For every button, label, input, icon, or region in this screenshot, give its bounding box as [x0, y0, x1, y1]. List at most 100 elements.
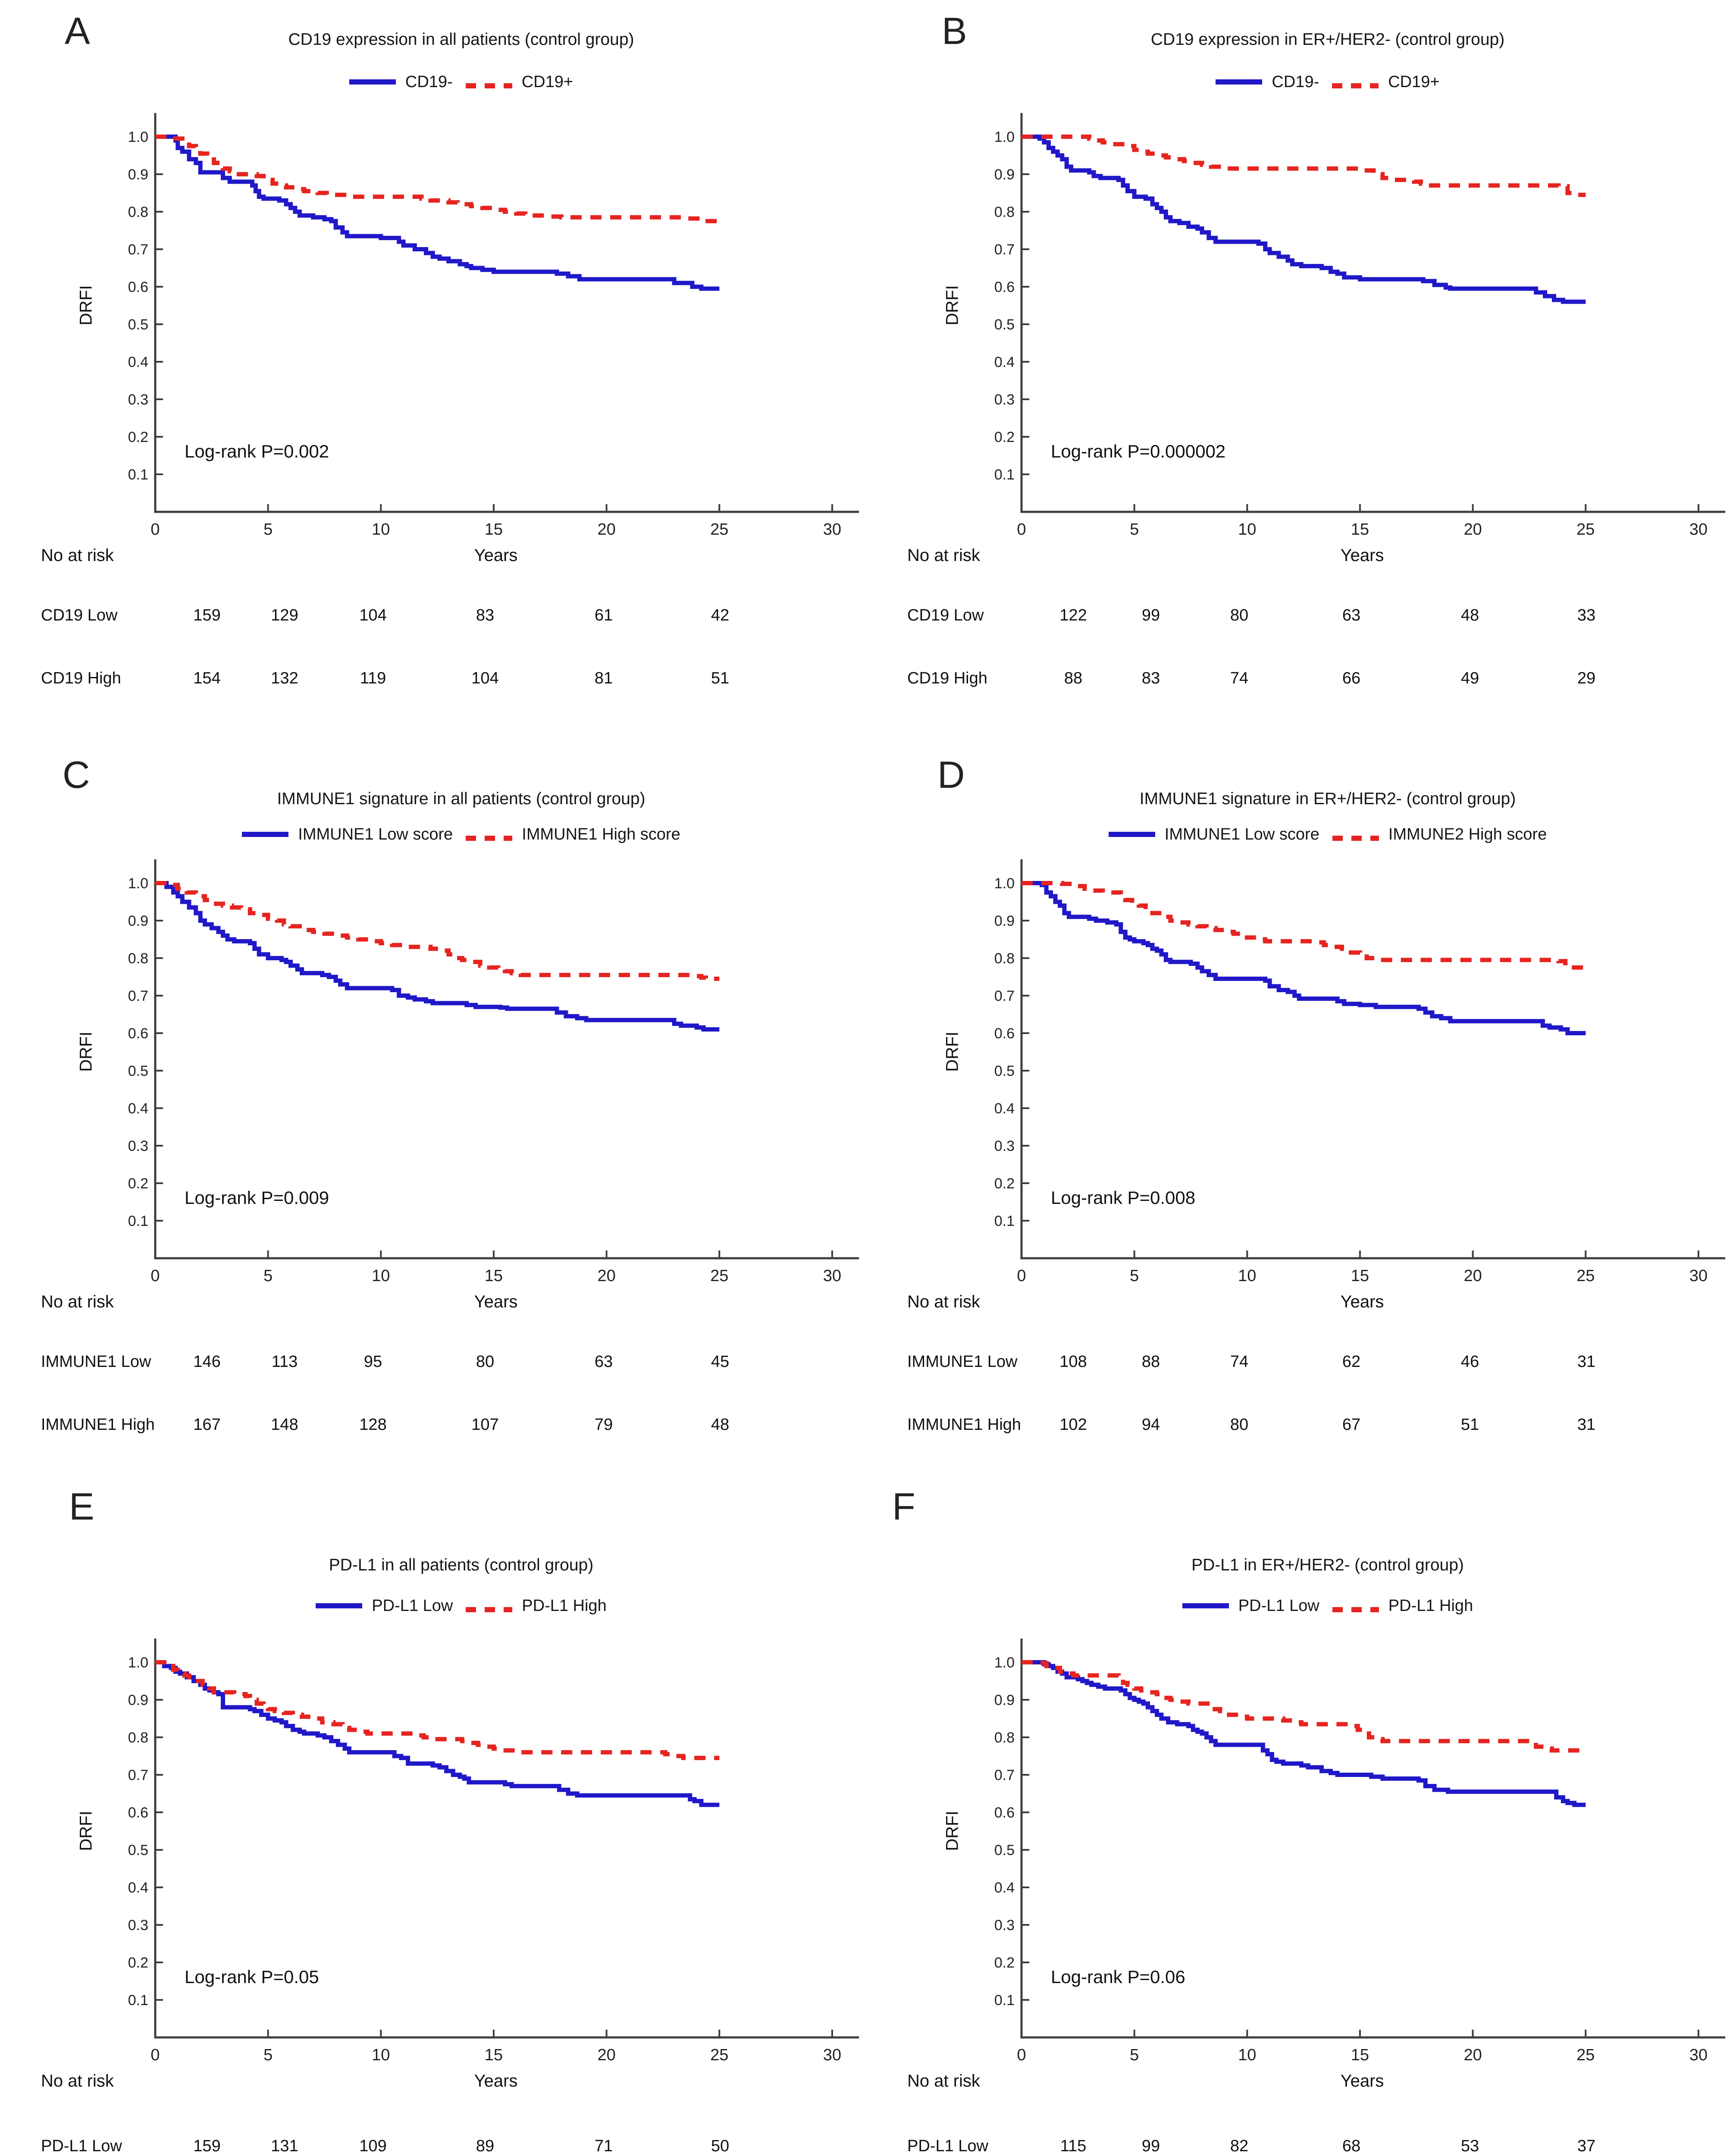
x-tick-label: 30	[1689, 520, 1708, 539]
risk-count: 113	[271, 1353, 298, 1371]
risk-count: 104	[471, 669, 499, 687]
x-tick-label: 25	[710, 520, 728, 539]
risk-count: 63	[1342, 606, 1361, 624]
y-tick-label: 0.1	[128, 1213, 148, 1229]
x-tick-label: 15	[485, 520, 503, 539]
legend-item: CD19+	[1332, 73, 1440, 91]
legend-item: CD19+	[465, 72, 573, 91]
risk-table-head: No at risk Years	[0, 546, 866, 568]
y-tick-label: 0.3	[128, 1138, 148, 1154]
y-tick-label: 0.1	[994, 467, 1015, 483]
risk-count: 159	[193, 606, 221, 624]
y-tick-label: 0.5	[128, 1842, 148, 1858]
y-tick-label: 0.8	[128, 204, 148, 220]
y-tick-label: 0.9	[994, 913, 1015, 929]
y-tick-label: 0.2	[994, 1175, 1015, 1192]
y-tick-label: 0.1	[994, 1992, 1015, 2009]
legend-item: PD-L1 Low	[1182, 1597, 1319, 1615]
risk-count: 29	[1577, 669, 1596, 687]
risk-count: 71	[594, 2137, 613, 2155]
risk-table: IMMUNE1 Low 108 88 74 62 46 31 IMMUNE1 High 102 9…	[866, 1353, 1733, 1436]
y-tick-label: 0.9	[994, 166, 1015, 183]
x-tick-label: 15	[1351, 520, 1369, 539]
x-tick-label: 15	[485, 2046, 503, 2064]
risk-count: 81	[594, 669, 613, 687]
x-tick-label: 5	[1130, 1267, 1139, 1285]
x-tick-label: 20	[597, 2046, 615, 2064]
y-tick-label: 0.9	[128, 1692, 148, 1708]
panel-letter: D	[937, 756, 965, 796]
panel-title: CD19 expression in ER+/HER2- (control gr…	[1150, 30, 1505, 49]
risk-count: 95	[364, 1353, 382, 1371]
risk-table-row: CD19 High 154 132 119 104 81 51	[0, 669, 866, 690]
logrank-annotation: Log-rank P=0.05	[185, 1967, 319, 1987]
y-tick-label: 0.6	[128, 279, 148, 295]
y-tick-label: 1.0	[994, 875, 1015, 892]
risk-table-header: No at risk	[907, 1292, 980, 1311]
x-tick-label: 0	[1017, 1267, 1026, 1285]
risk-table-row: IMMUNE1 Low 146 113 95 80 63 45	[0, 1353, 866, 1373]
legend-label: CD19+	[521, 72, 573, 91]
legend-solid-line-icon	[1108, 832, 1155, 837]
risk-table-header: No at risk	[41, 546, 114, 565]
x-tick-label: 0	[150, 2046, 160, 2064]
risk-count: 107	[471, 1416, 499, 1434]
risk-count: 89	[476, 2137, 495, 2155]
x-tick-label: 10	[372, 520, 390, 539]
legend-item: PD-L1 High	[466, 1596, 607, 1615]
risk-row-label: CD19 High	[907, 669, 987, 687]
y-tick-label: 0.5	[128, 1063, 148, 1079]
x-tick-label: 10	[372, 1267, 390, 1285]
legend-label: PD-L1 High	[522, 1596, 607, 1615]
risk-table-header: No at risk	[907, 546, 980, 565]
risk-count: 94	[1141, 1416, 1160, 1434]
risk-row-label: CD19 Low	[41, 606, 118, 624]
legend-label: CD19-	[405, 72, 453, 91]
legend-solid-line-icon	[242, 832, 289, 837]
risk-table-row: PD-L1 Low 115 99 82 68 53 37	[866, 2137, 1733, 2156]
x-tick-label: 20	[597, 520, 615, 539]
risk-table-header: No at risk	[41, 2071, 114, 2090]
risk-row-label: IMMUNE1 Low	[907, 1353, 1018, 1371]
risk-count: 80	[1230, 606, 1249, 624]
x-tick-label: 5	[263, 520, 273, 539]
risk-table-row: CD19 Low 122 99 80 63 48 33	[866, 606, 1733, 627]
risk-count: 74	[1230, 1353, 1249, 1371]
risk-count: 131	[271, 2137, 298, 2155]
x-tick-label: 30	[1689, 2046, 1708, 2064]
km-curve-CD19+	[1022, 135, 1586, 197]
y-tick-label: 0.8	[994, 1730, 1015, 1746]
y-tick-label: 0.4	[994, 1100, 1015, 1117]
risk-count: 83	[476, 606, 495, 624]
x-axis-title: Years	[1340, 1292, 1384, 1311]
risk-row-label: IMMUNE1 Low	[41, 1353, 151, 1371]
x-tick-label: 30	[823, 1267, 841, 1285]
x-tick-label: 5	[1130, 2046, 1139, 2064]
legend-label: PD-L1 Low	[1238, 1596, 1319, 1615]
y-tick-label: 0.7	[128, 988, 148, 1004]
risk-count: 154	[193, 669, 221, 687]
panel-title: PD-L1 in ER+/HER2- (control group)	[1191, 1556, 1464, 1574]
x-tick-label: 0	[1017, 520, 1026, 539]
risk-count: 132	[271, 669, 298, 687]
km-curve-CD19-	[1022, 135, 1586, 304]
legend-label: IMMUNE1 High score	[522, 825, 680, 843]
y-tick-label: 0.2	[994, 429, 1015, 445]
risk-table-head: No at risk Years	[866, 1292, 1733, 1315]
risk-count: 31	[1577, 1416, 1596, 1434]
y-tick-label: 0.3	[128, 392, 148, 408]
km-plot: 1.0 0.9 0.8 0.7 0.6 0.5 0.4 0.3 0.2 0.1 0 5 10 15 20 25…	[77, 113, 859, 539]
km-panel-B: B CD19 expression in ER+/HER2- (control …	[866, 0, 1733, 756]
y-tick-label: 0.8	[994, 204, 1015, 220]
risk-count: 128	[359, 1416, 387, 1434]
risk-count: 99	[1141, 2137, 1160, 2155]
risk-table-row: PD-L1 Low 159 131 109 89 71 50	[0, 2137, 866, 2156]
risk-count: 51	[711, 669, 730, 687]
risk-row-label: IMMUNE1 High	[41, 1416, 155, 1434]
risk-count: 48	[1460, 606, 1479, 624]
y-tick-label: 0.9	[994, 1692, 1015, 1708]
plot-legend: CD19- CD19+	[922, 71, 1733, 93]
risk-row-label: CD19 Low	[907, 606, 984, 624]
y-tick-label: 0.7	[128, 241, 148, 258]
